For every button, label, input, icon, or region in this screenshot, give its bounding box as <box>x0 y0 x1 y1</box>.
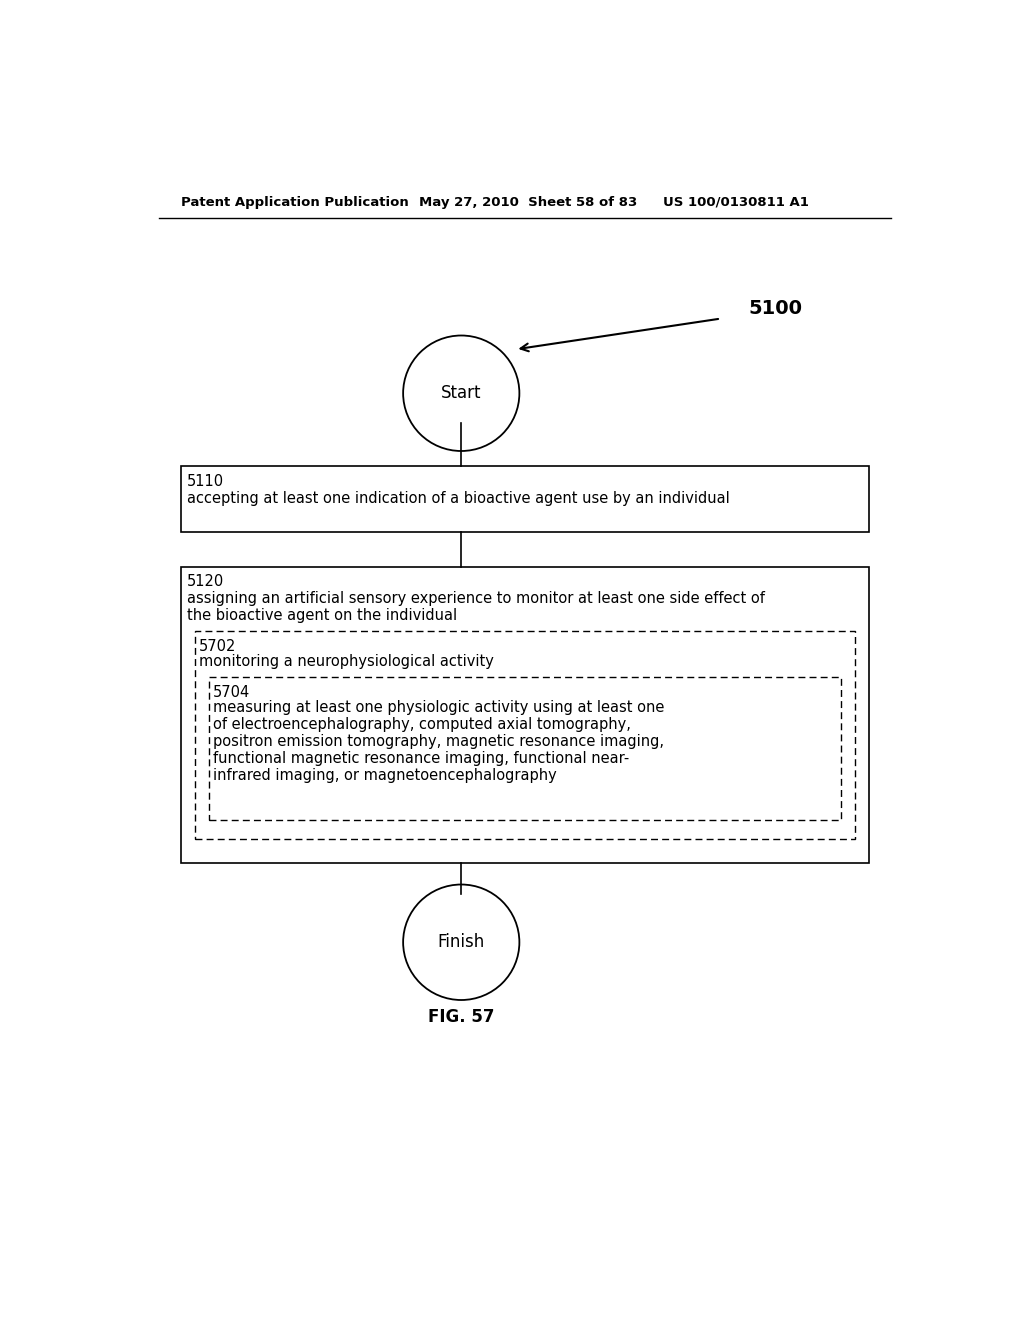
Text: 5702: 5702 <box>200 639 237 653</box>
Text: assigning an artificial sensory experience to monitor at least one side effect o: assigning an artificial sensory experien… <box>187 591 765 606</box>
Text: US 100/0130811 A1: US 100/0130811 A1 <box>663 195 809 209</box>
Text: Patent Application Publication: Patent Application Publication <box>180 195 409 209</box>
Text: accepting at least one indication of a bioactive agent use by an individual: accepting at least one indication of a b… <box>187 491 730 506</box>
Text: monitoring a neurophysiological activity: monitoring a neurophysiological activity <box>200 655 495 669</box>
Text: 5120: 5120 <box>187 574 224 589</box>
Text: 5100: 5100 <box>748 300 802 318</box>
Text: functional magnetic resonance imaging, functional near-: functional magnetic resonance imaging, f… <box>213 751 630 767</box>
Text: Start: Start <box>441 384 481 403</box>
Text: infrared imaging, or magnetoencephalography: infrared imaging, or magnetoencephalogra… <box>213 768 557 783</box>
Bar <box>209 677 841 820</box>
Text: 5704: 5704 <box>213 685 251 700</box>
Bar <box>180 566 869 863</box>
Text: 5110: 5110 <box>187 474 224 490</box>
Text: the bioactive agent on the individual: the bioactive agent on the individual <box>187 609 457 623</box>
Text: May 27, 2010  Sheet 58 of 83: May 27, 2010 Sheet 58 of 83 <box>419 195 637 209</box>
Bar <box>180 466 869 532</box>
Text: FIG. 57: FIG. 57 <box>428 1008 495 1026</box>
Bar <box>195 631 855 840</box>
Text: measuring at least one physiologic activity using at least one: measuring at least one physiologic activ… <box>213 701 665 715</box>
Text: Finish: Finish <box>437 933 485 952</box>
Text: of electroencephalography, computed axial tomography,: of electroencephalography, computed axia… <box>213 718 631 733</box>
Text: positron emission tomography, magnetic resonance imaging,: positron emission tomography, magnetic r… <box>213 734 665 750</box>
